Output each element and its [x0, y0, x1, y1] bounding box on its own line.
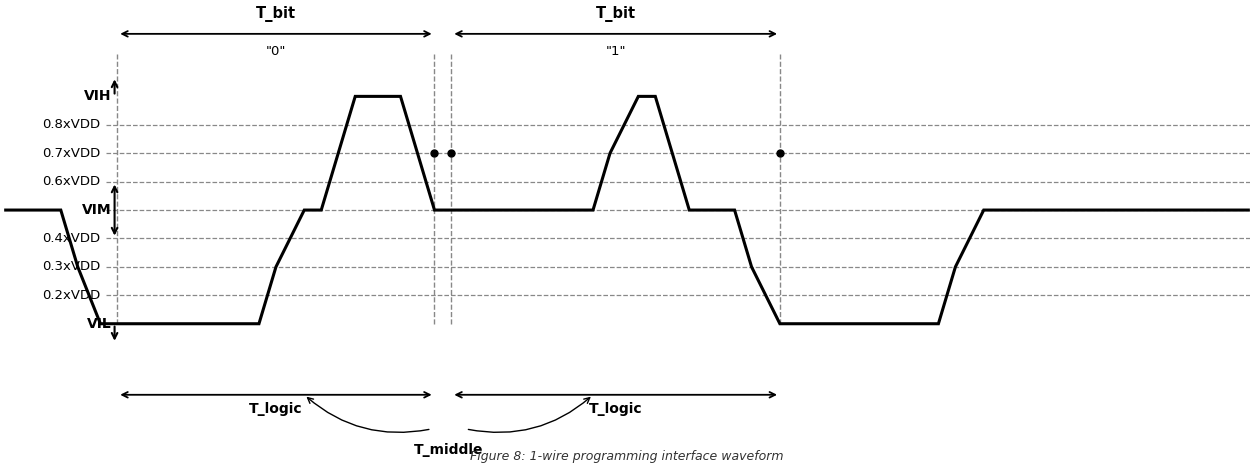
- Text: T_middle: T_middle: [414, 443, 483, 457]
- Text: T_bit: T_bit: [596, 7, 636, 23]
- Text: "0": "0": [266, 45, 286, 58]
- Text: 0.8xVDD: 0.8xVDD: [43, 118, 100, 131]
- Text: 0.6xVDD: 0.6xVDD: [43, 175, 100, 188]
- Text: "1": "1": [606, 45, 626, 58]
- Text: T_bit: T_bit: [256, 7, 296, 23]
- Text: Figure 8: 1-wire programming interface waveform: Figure 8: 1-wire programming interface w…: [470, 450, 784, 463]
- Text: VIM: VIM: [82, 203, 112, 217]
- Text: 0.7xVDD: 0.7xVDD: [43, 147, 100, 160]
- Text: T_logic: T_logic: [250, 402, 302, 416]
- Text: T_logic: T_logic: [589, 402, 642, 416]
- Text: 0.4xVDD: 0.4xVDD: [43, 232, 100, 245]
- Text: 0.3xVDD: 0.3xVDD: [43, 260, 100, 274]
- Text: VIH: VIH: [84, 89, 112, 103]
- Text: VIL: VIL: [87, 317, 112, 331]
- Text: 0.2xVDD: 0.2xVDD: [43, 289, 100, 302]
